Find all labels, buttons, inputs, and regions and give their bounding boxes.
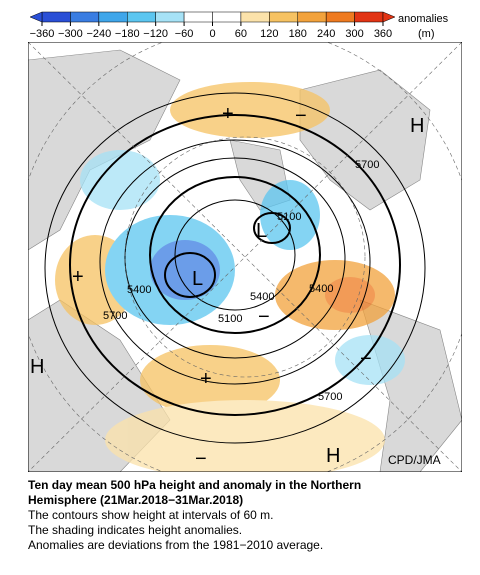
contour-label: 5400: [250, 291, 274, 303]
contour-label: 5100: [277, 211, 301, 223]
high-marker: H: [410, 115, 424, 137]
caption-line: Anomalies are deviations from the 1981−2…: [28, 538, 323, 552]
plus-marker: +: [222, 103, 234, 125]
colorbar-title: anomalies: [398, 13, 449, 25]
plus-marker: +: [200, 368, 212, 390]
low-marker: L: [192, 268, 203, 290]
colorbar-segment: [127, 11, 156, 23]
low-marker: L: [256, 220, 267, 242]
colorbar-tick-label: 180: [289, 28, 307, 40]
caption-title: Hemisphere (21Mar.2018−31Mar.2018): [28, 493, 243, 507]
colorbar-segment: [98, 11, 128, 23]
colorbar-segment: [354, 11, 384, 23]
map: [28, 42, 462, 472]
contour-label: 5100: [218, 313, 242, 325]
colorbar-end: [382, 11, 396, 23]
colorbar-tick-label: 300: [345, 28, 363, 40]
colorbar-tick-label: 0: [209, 28, 215, 40]
minus-marker: −: [195, 448, 207, 470]
colorbar-segment: [70, 11, 100, 23]
minus-marker: −: [295, 105, 307, 127]
credit: CPD/JMA: [388, 453, 441, 467]
colorbar-tick-label: 120: [260, 28, 278, 40]
colorbar-segment: [212, 11, 242, 23]
high-marker: H: [30, 356, 44, 378]
colorbar-end: [29, 11, 43, 23]
colorbar: −360 −300 −240 −180 −120 −60 0 60 120 180 240 300 36…: [29, 11, 396, 40]
caption-line: The contours show height at intervals of…: [28, 508, 273, 522]
colorbar-tick-label: −240: [86, 28, 111, 40]
colorbar-segment: [325, 11, 355, 23]
colorbar-tick-label: −120: [143, 28, 168, 40]
minus-marker: −: [258, 306, 270, 328]
colorbar-tick-label: −300: [58, 28, 83, 40]
caption-line: The shading indicates height anomalies.: [28, 523, 242, 537]
minus-marker: −: [360, 348, 372, 370]
contour-label: 5400: [127, 284, 151, 296]
colorbar-tick-label: 60: [235, 28, 247, 40]
caption-title: Ten day mean 500 hPa height and anomaly …: [28, 478, 361, 492]
colorbar-segment: [183, 11, 213, 23]
contour-label: 5700: [355, 159, 379, 171]
colorbar-tick-label: 360: [374, 28, 392, 40]
colorbar-unit: (m): [418, 28, 435, 40]
colorbar-segment: [41, 11, 71, 23]
colorbar-segment: [155, 11, 185, 23]
colorbar-segment: [269, 11, 299, 23]
contour-label: 5700: [103, 310, 127, 322]
contour-label: 5700: [318, 391, 342, 403]
colorbar-segment: [297, 11, 327, 23]
colorbar-tick-label: 240: [317, 28, 335, 40]
high-marker: H: [326, 445, 340, 467]
colorbar-tick-label: −180: [115, 28, 140, 40]
plus-marker: +: [72, 266, 84, 288]
contour-label: 5400: [309, 283, 333, 295]
colorbar-segment: [240, 11, 270, 23]
colorbar-tick-label: −360: [30, 28, 55, 40]
colorbar-tick-label: −60: [175, 28, 194, 40]
